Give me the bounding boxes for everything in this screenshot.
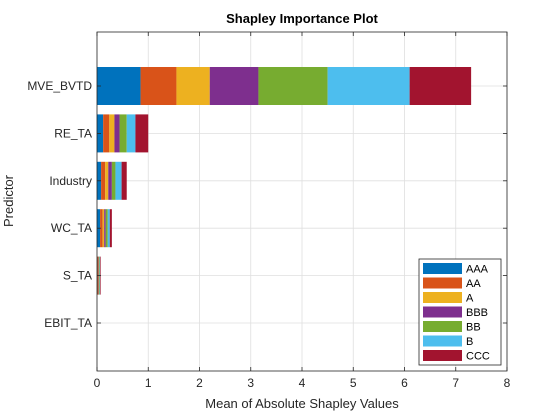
bar-stacks	[97, 67, 472, 295]
bar-segment	[327, 67, 410, 105]
x-tick-label: 1	[145, 376, 152, 390]
bar-segment	[126, 114, 136, 153]
bar-segment	[409, 67, 472, 105]
bar-segment	[103, 114, 110, 153]
y-tick-labels: MVE_BVTD RE_TA Industry WC_TA S_TA EBIT_TA	[27, 79, 92, 330]
bar-segment	[135, 114, 149, 153]
x-tick-label: 7	[452, 376, 459, 390]
legend-swatch	[423, 321, 462, 332]
bar-segment	[114, 114, 120, 153]
y-tick-label: WC_TA	[51, 221, 92, 235]
bar-segment	[104, 209, 106, 248]
legend-swatch	[423, 335, 462, 347]
bar-segment	[105, 161, 109, 200]
bar-segment	[121, 161, 127, 200]
y-tick-label: MVE_BVTD	[27, 79, 92, 93]
legend-entry-label: A	[466, 293, 474, 305]
bar-segment	[97, 67, 141, 105]
bar-segment	[101, 161, 106, 200]
legend-swatch	[423, 277, 462, 289]
x-tick-label: 6	[401, 376, 408, 390]
bar-segment	[100, 209, 103, 248]
bar-segment	[102, 209, 105, 248]
x-axis-label: Mean of Absolute Shapley Values	[205, 396, 399, 411]
legend-entry-label: BB	[466, 322, 481, 334]
bar-segment	[115, 161, 122, 200]
y-tick-label: Industry	[49, 174, 92, 188]
bar-segment	[107, 209, 110, 248]
x-tick-label: 8	[504, 376, 511, 390]
bar-segment	[109, 114, 115, 153]
bar-segment	[111, 161, 116, 200]
legend-swatch	[423, 263, 462, 274]
bar-segment	[108, 161, 112, 200]
legend-entry-label: AA	[466, 278, 481, 290]
bar-segment	[119, 114, 127, 153]
bar-segment	[140, 67, 177, 105]
y-tick-label: EBIT_TA	[44, 316, 92, 330]
y-tick-label: RE_TA	[54, 126, 92, 140]
legend-entry-label: BBB	[466, 307, 488, 319]
x-tick-label: 0	[94, 376, 101, 390]
axis-ticks	[96, 32, 508, 371]
x-tick-label: 3	[247, 376, 254, 390]
legend-entry-label: B	[466, 336, 473, 348]
legend-entry-label: AAA	[466, 264, 489, 276]
bar-segment	[176, 67, 210, 105]
legend-swatch	[423, 292, 462, 303]
bar-segment	[105, 209, 108, 248]
x-tick-label: 4	[299, 376, 306, 390]
x-tick-labels: 0 1 2 3 4 5 6 7 8	[94, 376, 511, 390]
x-tick-label: 5	[350, 376, 357, 390]
bar-segment	[109, 209, 112, 248]
chart-title: Shapley Importance Plot	[226, 11, 378, 26]
y-tick-label: S_TA	[63, 269, 92, 283]
bar-segment	[258, 67, 328, 105]
bar-segment	[209, 67, 259, 105]
legend-swatch	[423, 350, 462, 361]
legend-entry-label: CCC	[466, 351, 490, 363]
legend-swatch	[423, 306, 462, 318]
x-tick-label: 2	[196, 376, 203, 390]
y-axis-label: Predictor	[1, 174, 16, 227]
